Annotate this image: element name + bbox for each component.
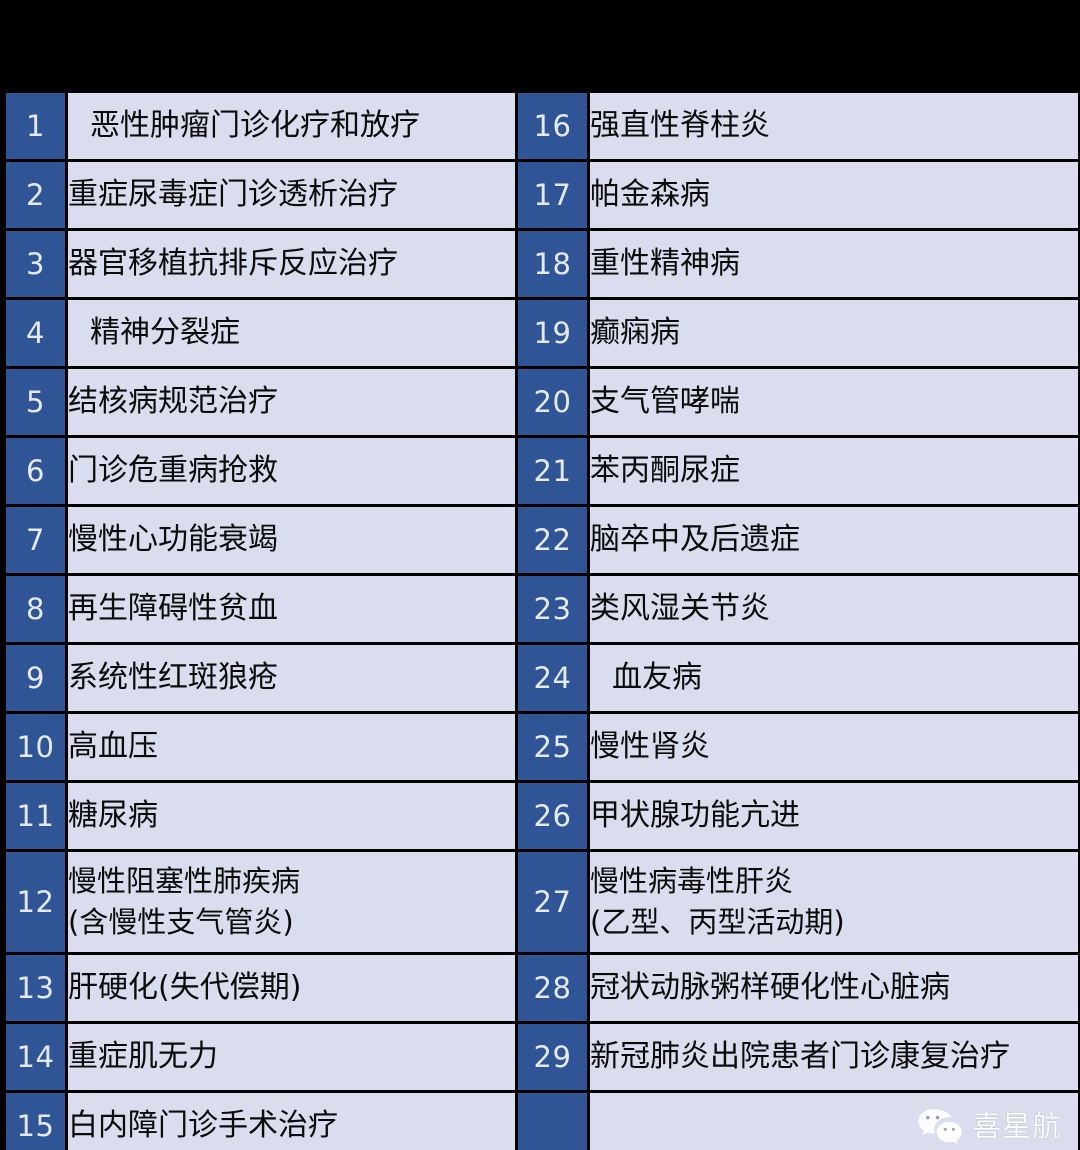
table-row: 6 门诊危重病抢救 21 苯丙酮尿症 xyxy=(3,435,1080,507)
disease-name-cell: 重症尿毒症门诊透析治疗 xyxy=(65,159,518,231)
row-number-cell: 11 xyxy=(3,780,68,852)
table-row: 7 慢性心功能衰竭 22 脑卒中及后遗症 xyxy=(3,504,1080,576)
row-number-cell: 15 xyxy=(3,1090,68,1150)
disease-name-cell: 门诊危重病抢救 xyxy=(65,435,518,507)
disease-name-cell: 结核病规范治疗 xyxy=(65,366,518,438)
watermark-text: 喜星航 xyxy=(971,1108,1062,1143)
table-row: 3 器官移植抗排斥反应治疗 18 重性精神病 xyxy=(3,228,1080,300)
disease-name-cell: 帕金森病 xyxy=(587,159,1080,231)
table-row: 5 结核病规范治疗 20 支气管哮喘 xyxy=(3,366,1080,438)
table-row: 4 精神分裂症 19 癫痫病 xyxy=(3,297,1080,369)
row-number-cell-empty xyxy=(515,1090,590,1150)
table-row: 13 肝硬化(失代偿期) 28 冠状动脉粥样硬化性心脏病 xyxy=(3,952,1080,1024)
wechat-icon xyxy=(918,1109,962,1144)
row-number-cell: 17 xyxy=(515,159,590,231)
disease-name-cell: 癫痫病 xyxy=(587,297,1080,369)
disease-name-cell: 慢性阻塞性肺疾病 (含慢性支气管炎) xyxy=(65,849,518,955)
row-number-cell: 1 xyxy=(3,90,68,162)
row-number-cell: 20 xyxy=(515,366,590,438)
row-number-cell: 19 xyxy=(515,297,590,369)
table-row: 15 白内障门诊手术治疗 喜星航 xyxy=(3,1090,1080,1150)
special-disease-table: 1 恶性肿瘤门诊化疗和放疗 16 强直性脊柱炎 2 重症尿毒症门诊透析治疗 17 帕金森病 3… xyxy=(3,90,1080,1150)
disease-name-cell: 慢性肾炎 xyxy=(587,711,1080,783)
top-black-band xyxy=(0,0,1080,90)
table-row: 1 恶性肿瘤门诊化疗和放疗 16 强直性脊柱炎 xyxy=(3,90,1080,162)
table-row: 10 高血压 25 慢性肾炎 xyxy=(3,711,1080,783)
disease-name-cell: 甲状腺功能亢进 xyxy=(587,780,1080,852)
disease-name-cell: 支气管哮喘 xyxy=(587,366,1080,438)
table-row: 9 系统性红斑狼疮 24 血友病 xyxy=(3,642,1080,714)
disease-name-cell: 重性精神病 xyxy=(587,228,1080,300)
row-number-cell: 10 xyxy=(3,711,68,783)
disease-name-cell: 糖尿病 xyxy=(65,780,518,852)
disease-name-cell: 高血压 xyxy=(65,711,518,783)
table-row: 14 重症肌无力 29 新冠肺炎出院患者门诊康复治疗 xyxy=(3,1021,1080,1093)
disease-name-cell: 新冠肺炎出院患者门诊康复治疗 xyxy=(587,1021,1080,1093)
disease-name-cell: 系统性红斑狼疮 xyxy=(65,642,518,714)
row-number-cell: 29 xyxy=(515,1021,590,1093)
row-number-cell: 8 xyxy=(3,573,68,645)
row-number-cell: 13 xyxy=(3,952,68,1024)
disease-name-cell: 再生障碍性贫血 xyxy=(65,573,518,645)
disease-name-cell: 强直性脊柱炎 xyxy=(587,90,1080,162)
row-number-cell: 22 xyxy=(515,504,590,576)
row-number-cell: 23 xyxy=(515,573,590,645)
wechat-watermark: 喜星航 xyxy=(917,1107,1062,1145)
disease-name-cell: 器官移植抗排斥反应治疗 xyxy=(65,228,518,300)
row-number-cell: 16 xyxy=(515,90,590,162)
disease-name-cell: 肝硬化(失代偿期) xyxy=(65,952,518,1024)
row-number-cell: 27 xyxy=(515,849,590,955)
disease-table-container: 1 恶性肿瘤门诊化疗和放疗 16 强直性脊柱炎 2 重症尿毒症门诊透析治疗 17 帕金森病 3… xyxy=(0,90,1080,1150)
disease-name-cell: 恶性肿瘤门诊化疗和放疗 xyxy=(65,90,518,162)
row-number-cell: 5 xyxy=(3,366,68,438)
row-number-cell: 14 xyxy=(3,1021,68,1093)
disease-name-cell: 白内障门诊手术治疗 xyxy=(65,1090,518,1150)
disease-name-cell: 血友病 xyxy=(587,642,1080,714)
row-number-cell: 28 xyxy=(515,952,590,1024)
disease-name-cell: 苯丙酮尿症 xyxy=(587,435,1080,507)
disease-name-cell: 慢性心功能衰竭 xyxy=(65,504,518,576)
disease-name-cell: 重症肌无力 xyxy=(65,1021,518,1093)
row-number-cell: 9 xyxy=(3,642,68,714)
row-number-cell: 2 xyxy=(3,159,68,231)
table-row: 8 再生障碍性贫血 23 类风湿关节炎 xyxy=(3,573,1080,645)
table-body: 1 恶性肿瘤门诊化疗和放疗 16 强直性脊柱炎 2 重症尿毒症门诊透析治疗 17 帕金森病 3… xyxy=(3,90,1080,1150)
row-number-cell: 3 xyxy=(3,228,68,300)
row-number-cell: 7 xyxy=(3,504,68,576)
row-number-cell: 12 xyxy=(3,849,68,955)
row-number-cell: 4 xyxy=(3,297,68,369)
row-number-cell: 25 xyxy=(515,711,590,783)
table-row: 12 慢性阻塞性肺疾病 (含慢性支气管炎) 27 慢性病毒性肝炎 (乙型、丙型活动期) xyxy=(3,849,1080,955)
row-number-cell: 21 xyxy=(515,435,590,507)
disease-name-cell-empty: 喜星航 xyxy=(587,1090,1080,1150)
row-number-cell: 24 xyxy=(515,642,590,714)
row-number-cell: 6 xyxy=(3,435,68,507)
disease-name-cell: 类风湿关节炎 xyxy=(587,573,1080,645)
disease-name-cell: 慢性病毒性肝炎 (乙型、丙型活动期) xyxy=(587,849,1080,955)
table-row: 2 重症尿毒症门诊透析治疗 17 帕金森病 xyxy=(3,159,1080,231)
table-row: 11 糖尿病 26 甲状腺功能亢进 xyxy=(3,780,1080,852)
disease-name-cell: 精神分裂症 xyxy=(65,297,518,369)
row-number-cell: 18 xyxy=(515,228,590,300)
disease-name-cell: 脑卒中及后遗症 xyxy=(587,504,1080,576)
disease-name-cell: 冠状动脉粥样硬化性心脏病 xyxy=(587,952,1080,1024)
row-number-cell: 26 xyxy=(515,780,590,852)
